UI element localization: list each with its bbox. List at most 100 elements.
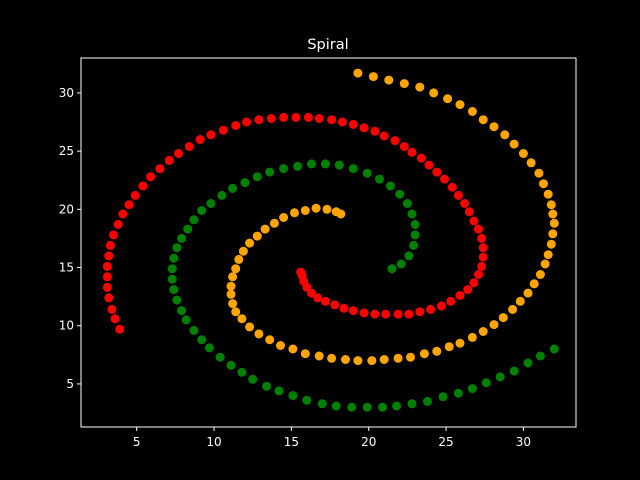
point-s0-27 xyxy=(279,112,289,122)
point-s1-22 xyxy=(546,239,556,249)
point-s0-58 xyxy=(446,296,456,306)
point-s2-3 xyxy=(509,366,519,376)
point-s1-20 xyxy=(549,218,559,228)
point-s1-64 xyxy=(269,218,279,228)
point-s0-71 xyxy=(313,293,323,303)
point-s2-31 xyxy=(169,285,179,295)
y-tick-label-1: 10 xyxy=(59,319,74,333)
point-s0-38 xyxy=(399,142,409,151)
chart-title: Spiral xyxy=(307,37,348,53)
point-s2-40 xyxy=(206,199,216,208)
point-s2-13 xyxy=(362,402,372,412)
point-s1-53 xyxy=(231,307,241,317)
point-s1-24 xyxy=(540,259,550,269)
point-s1-19 xyxy=(548,209,558,219)
point-s2-30 xyxy=(172,295,182,305)
point-s2-29 xyxy=(177,306,186,316)
point-s1-5 xyxy=(429,88,439,98)
point-s1-63 xyxy=(260,224,270,234)
point-s1-65 xyxy=(279,213,289,222)
point-s1-13 xyxy=(518,149,528,158)
point-s1-54 xyxy=(228,299,238,309)
x-tick-label-5: 30 xyxy=(516,435,531,449)
y-tick-label-2: 15 xyxy=(59,261,74,275)
point-s0-45 xyxy=(453,190,463,200)
point-s1-50 xyxy=(254,329,264,339)
point-s2-1 xyxy=(535,351,545,361)
point-s0-9 xyxy=(109,230,118,240)
point-s2-42 xyxy=(228,183,238,193)
point-s1-36 xyxy=(432,346,442,356)
x-tick-label-2: 15 xyxy=(284,435,299,449)
point-s2-62 xyxy=(396,259,406,269)
point-s0-61 xyxy=(415,307,425,317)
point-s2-2 xyxy=(523,358,533,368)
point-s1-26 xyxy=(529,279,539,289)
point-s1-39 xyxy=(393,353,403,363)
point-s1-6 xyxy=(443,94,453,104)
point-s2-35 xyxy=(172,243,182,253)
point-s2-7 xyxy=(453,388,463,398)
point-s1-34 xyxy=(455,338,465,348)
point-s0-14 xyxy=(138,181,148,191)
point-s1-66 xyxy=(290,208,299,218)
point-s0-65 xyxy=(370,309,380,319)
point-s0-6 xyxy=(102,261,112,271)
point-s0-62 xyxy=(404,309,414,319)
point-s2-19 xyxy=(274,386,284,396)
point-s2-8 xyxy=(438,392,448,402)
point-s2-24 xyxy=(215,352,225,362)
point-s0-57 xyxy=(455,291,465,300)
point-s2-61 xyxy=(404,251,414,261)
point-s1-46 xyxy=(300,349,310,359)
point-s0-31 xyxy=(327,115,337,125)
point-s0-42 xyxy=(432,167,442,177)
point-s0-22 xyxy=(218,125,228,135)
y-tick-label-4: 25 xyxy=(59,144,74,158)
point-s0-18 xyxy=(174,149,183,158)
point-s2-60 xyxy=(409,240,419,250)
point-s2-58 xyxy=(410,220,420,229)
point-s2-54 xyxy=(385,181,395,191)
point-s2-48 xyxy=(307,159,316,169)
point-s1-48 xyxy=(276,341,285,350)
point-s1-49 xyxy=(265,335,275,345)
point-s1-11 xyxy=(500,130,510,140)
point-s2-51 xyxy=(348,164,358,174)
point-s1-56 xyxy=(226,281,236,291)
point-s0-67 xyxy=(348,306,358,316)
point-s0-17 xyxy=(164,155,174,165)
point-s2-12 xyxy=(378,402,388,412)
point-s0-5 xyxy=(102,272,112,282)
point-s0-2 xyxy=(107,304,117,314)
axes-layer: 5 10 15 20 25 30 5 10 15 20 25 30 xyxy=(59,57,577,449)
point-s0-16 xyxy=(155,164,165,174)
point-s0-26 xyxy=(266,114,276,123)
point-s2-57 xyxy=(407,209,417,219)
point-s0-54 xyxy=(474,270,483,279)
point-s0-35 xyxy=(370,126,380,136)
point-s0-4 xyxy=(102,282,112,292)
point-s0-53 xyxy=(477,261,487,271)
point-s1-31 xyxy=(489,320,499,330)
y-tick-label-0: 5 xyxy=(66,377,74,391)
point-s0-68 xyxy=(339,303,349,313)
point-s2-32 xyxy=(167,274,177,284)
point-s0-44 xyxy=(447,182,457,192)
point-s2-50 xyxy=(334,160,344,170)
point-s2-23 xyxy=(226,360,236,370)
point-s2-0 xyxy=(549,344,559,354)
point-s2-59 xyxy=(410,230,420,240)
point-s0-3 xyxy=(104,293,114,303)
point-s1-12 xyxy=(509,139,519,149)
point-s1-58 xyxy=(231,264,241,274)
point-s0-50 xyxy=(477,233,487,243)
point-s1-35 xyxy=(444,342,454,352)
y-tick-label-5: 30 xyxy=(59,86,74,100)
point-s1-41 xyxy=(367,356,377,366)
x-tick-label-1: 10 xyxy=(206,435,221,449)
point-s1-59 xyxy=(234,254,244,264)
point-s2-33 xyxy=(167,264,177,274)
point-s0-23 xyxy=(231,121,241,130)
